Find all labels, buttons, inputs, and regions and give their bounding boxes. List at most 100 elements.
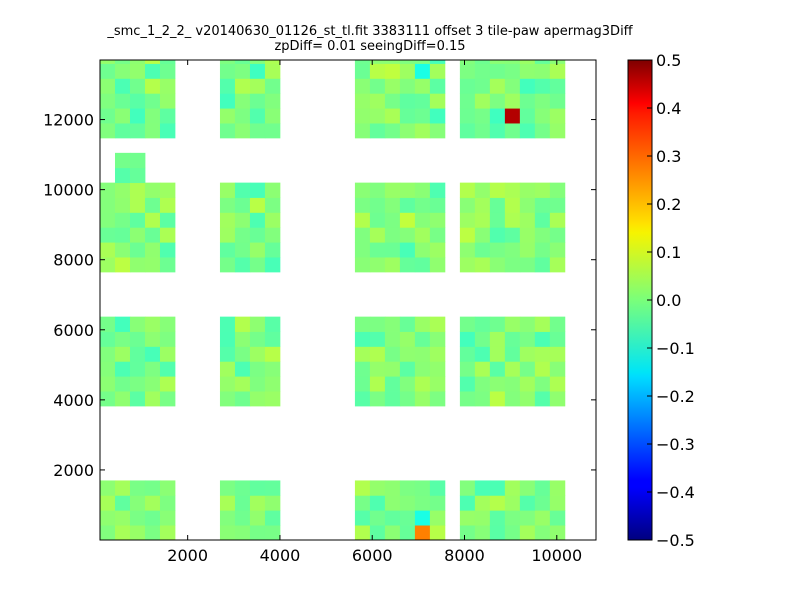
heatmap-cell (249, 346, 266, 362)
heatmap-cell (129, 197, 146, 213)
heatmap-cell (504, 495, 521, 511)
heatmap-cell (264, 480, 281, 496)
heatmap-cell (369, 480, 386, 496)
heatmap-cell (100, 197, 116, 213)
chart-title: _smc_1_2_2_ v20140630_01126_st_tl.fit 33… (40, 24, 700, 54)
heatmap-cell (519, 78, 536, 94)
heatmap-cell (369, 361, 386, 377)
heatmap-cell (534, 361, 551, 377)
heatmap-cell (519, 212, 536, 228)
heatmap-cell (474, 123, 491, 139)
heatmap-cell (414, 60, 431, 64)
colorbar-tick-label: 0.0 (656, 291, 681, 310)
heatmap-cell (219, 376, 236, 392)
heatmap-cell (519, 123, 536, 139)
heatmap-cell (264, 346, 281, 362)
heatmap-cell (534, 346, 551, 362)
heatmap-cell (144, 93, 161, 109)
heatmap-cell (144, 376, 161, 392)
heatmap-cell (414, 93, 431, 109)
colorbar-tick-label: 0.5 (656, 51, 681, 70)
heatmap-cell (249, 495, 266, 511)
heatmap-cell (129, 93, 146, 109)
heatmap-cell (549, 182, 566, 198)
heatmap-cell (129, 108, 146, 124)
heatmap-cell (384, 123, 401, 139)
colorbar-tick-label: −0.1 (656, 339, 695, 358)
heatmap-cell (354, 257, 371, 273)
heatmap-cell (100, 227, 116, 243)
heatmap-cell (144, 257, 161, 273)
heatmap-cell (459, 123, 476, 139)
heatmap-cell (504, 376, 521, 392)
heatmap-cell (369, 510, 386, 526)
heatmap-cell (489, 391, 506, 407)
heatmap-cell (219, 510, 236, 526)
heatmap-cell (100, 242, 116, 258)
heatmap-cell (414, 182, 431, 198)
heatmap-cell (504, 346, 521, 362)
heatmap-cell (489, 376, 506, 392)
heatmap-cell (534, 316, 551, 332)
heatmap-cell (474, 93, 491, 109)
heatmap-cell (129, 391, 146, 407)
heatmap-cell (429, 63, 446, 79)
heatmap-cell (399, 480, 416, 496)
heatmap-cell (129, 316, 146, 332)
heatmap-cell (519, 495, 536, 511)
heatmap-cell (114, 197, 131, 213)
heatmap-cell (354, 331, 371, 347)
heatmap-cell (369, 346, 386, 362)
heatmap-cell (504, 331, 521, 347)
heatmap-cell (459, 227, 476, 243)
heatmap-cell (249, 525, 266, 540)
heatmap-cell (474, 361, 491, 377)
heatmap-cell (519, 60, 536, 64)
heatmap-cell (219, 93, 236, 109)
heatmap-cell (264, 257, 281, 273)
heatmap-cell (504, 78, 521, 94)
heatmap-cell (249, 316, 266, 332)
heatmap-cell (504, 391, 521, 407)
heatmap-cell (114, 182, 131, 198)
heatmap-cell (429, 316, 446, 332)
heatmap-cell (144, 63, 161, 79)
heatmap-cell (459, 257, 476, 273)
heatmap-cell (474, 182, 491, 198)
heatmap-cell (369, 331, 386, 347)
heatmap-cell (234, 316, 251, 332)
heatmap-cell (144, 78, 161, 94)
heatmap-cell (489, 331, 506, 347)
heatmap-cell (549, 331, 566, 347)
heatmap-cell (219, 108, 236, 124)
heatmap-cell (114, 376, 131, 392)
heatmap-cell (354, 212, 371, 228)
heatmap-cell (129, 78, 146, 94)
heatmap-cell (100, 480, 116, 496)
heatmap-cell (414, 257, 431, 273)
heatmap-cell (489, 346, 506, 362)
heatmap-cell (414, 123, 431, 139)
heatmap-cell (489, 108, 506, 124)
heatmap-cell (264, 197, 281, 213)
heatmap-cell (519, 331, 536, 347)
heatmap-cell (459, 510, 476, 526)
heatmap-cell (264, 182, 281, 198)
heatmap-cell (159, 123, 176, 139)
heatmap-cell (144, 361, 161, 377)
heatmap-cell (234, 376, 251, 392)
heatmap-cell (144, 391, 161, 407)
heatmap-cell (399, 60, 416, 64)
heatmap-cell (129, 167, 146, 184)
heatmap-cell (114, 391, 131, 407)
heatmap-cell (159, 63, 176, 79)
heatmap-cell (474, 495, 491, 511)
heatmap-cell (384, 242, 401, 258)
heatmap-cell (234, 331, 251, 347)
colorbar-tick-label: −0.5 (656, 531, 695, 550)
heatmap-cell (354, 182, 371, 198)
heatmap-cell (249, 93, 266, 109)
heatmap-cell (414, 108, 431, 124)
heatmap-cell (144, 510, 161, 526)
heatmap-cell (264, 212, 281, 228)
